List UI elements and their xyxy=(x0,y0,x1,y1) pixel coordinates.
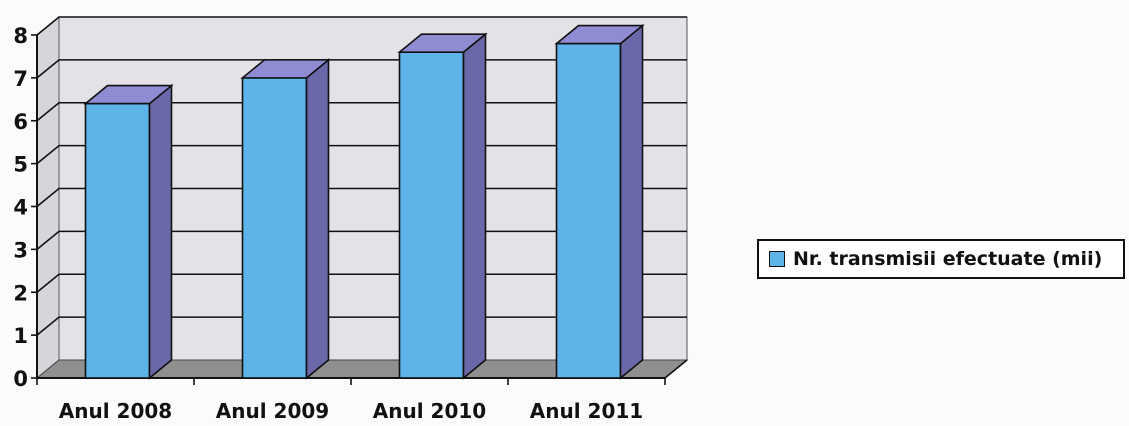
bar-side xyxy=(305,58,330,380)
y-tick-labels: 0 1 2 3 4 5 6 7 8 xyxy=(13,24,28,391)
legend-label: Nr. transmisii efectuate (mii) xyxy=(793,248,1103,270)
x-category-label: Anul 2008 xyxy=(59,399,172,422)
bar xyxy=(240,58,331,380)
y-tick-label: 5 xyxy=(13,153,28,177)
x-category-label: Anul 2010 xyxy=(373,399,486,422)
bar xyxy=(554,23,645,380)
y-tick-label: 0 xyxy=(13,367,28,391)
bar xyxy=(83,83,174,380)
bar-front xyxy=(555,42,622,379)
gridline xyxy=(36,16,687,36)
y-tick-label: 4 xyxy=(13,196,28,220)
bar xyxy=(397,32,488,380)
y-tick-label: 6 xyxy=(13,110,28,134)
y-tick-label: 3 xyxy=(13,238,28,262)
y-tick-label: 1 xyxy=(13,324,28,348)
x-axis-depth xyxy=(664,359,688,379)
bar-front xyxy=(84,102,151,379)
bar-top xyxy=(83,84,174,105)
y-tick-label: 8 xyxy=(13,24,28,48)
bar-side xyxy=(462,32,487,380)
bar-side xyxy=(148,83,173,380)
bar-top xyxy=(397,33,488,53)
legend-swatch xyxy=(769,251,785,267)
x-category-label: Anul 2009 xyxy=(216,399,329,422)
bar-front xyxy=(398,51,465,379)
bar-top xyxy=(554,24,645,45)
bar-front xyxy=(241,77,308,379)
x-category-label: Anul 2011 xyxy=(530,399,643,422)
bar-side xyxy=(619,23,644,380)
y-tick-label: 2 xyxy=(13,281,28,305)
y-tick-label: 7 xyxy=(13,67,28,91)
bars xyxy=(83,23,645,380)
legend: Nr. transmisii efectuate (mii) xyxy=(757,239,1125,279)
bar-top xyxy=(240,59,331,79)
x-category-labels: Anul 2008 Anul 2009 Anul 2010 Anul 2011 xyxy=(59,399,643,423)
